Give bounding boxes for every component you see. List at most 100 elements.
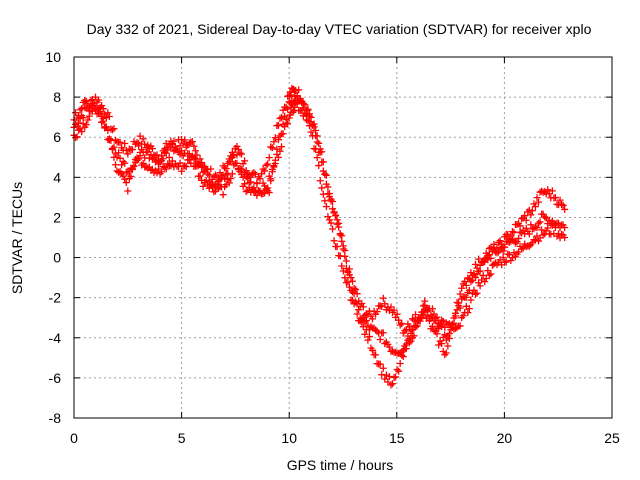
data-point — [278, 143, 286, 151]
data-point — [364, 311, 372, 319]
data-point — [395, 316, 403, 324]
data-point — [98, 118, 106, 126]
data-point — [544, 186, 552, 194]
data-point — [341, 252, 349, 260]
data-point — [122, 179, 130, 187]
data-point — [95, 96, 103, 104]
data-point — [551, 223, 559, 231]
data-point — [281, 112, 289, 120]
data-point — [439, 347, 447, 355]
data-point — [159, 155, 167, 163]
data-point — [261, 167, 269, 175]
data-point — [438, 340, 446, 348]
data-point — [536, 234, 544, 242]
data-point — [98, 102, 106, 110]
data-point — [388, 380, 396, 388]
data-point — [135, 142, 143, 150]
data-point — [362, 326, 370, 334]
data-point — [392, 373, 400, 381]
data-point — [225, 179, 233, 187]
data-point — [349, 277, 357, 285]
data-point — [113, 167, 121, 175]
data-point — [205, 184, 213, 192]
data-point — [341, 274, 349, 282]
data-point — [162, 149, 170, 157]
data-point — [447, 324, 455, 332]
data-point — [199, 182, 207, 190]
data-point — [110, 143, 118, 151]
data-point — [304, 106, 312, 114]
data-point — [561, 205, 569, 213]
data-point — [133, 138, 141, 146]
data-point — [487, 270, 495, 278]
data-point — [427, 311, 435, 319]
data-point — [342, 265, 350, 273]
data-point — [558, 200, 566, 208]
data-point — [238, 170, 246, 178]
data-point — [329, 197, 337, 205]
data-point — [535, 219, 543, 227]
data-point — [148, 145, 156, 153]
data-point — [468, 272, 476, 280]
data-point — [369, 346, 377, 354]
data-point — [133, 154, 141, 162]
data-point — [402, 340, 410, 348]
data-point — [385, 373, 393, 381]
data-point — [499, 254, 507, 262]
data-point — [313, 138, 321, 146]
data-point — [110, 125, 118, 133]
data-point — [445, 334, 453, 342]
data-point — [407, 329, 415, 337]
data-point — [285, 114, 293, 122]
data-point — [102, 114, 110, 122]
data-point — [121, 175, 129, 183]
data-point — [222, 165, 230, 173]
data-point — [279, 120, 287, 128]
data-point — [178, 167, 186, 175]
data-point — [165, 153, 173, 161]
data-point — [173, 145, 181, 153]
data-point — [259, 165, 267, 173]
data-point — [119, 172, 127, 180]
data-point — [93, 104, 101, 112]
data-point — [216, 176, 224, 184]
y-tick-label: -8 — [49, 410, 62, 426]
data-point — [210, 188, 218, 196]
data-point — [561, 223, 569, 231]
data-point — [144, 141, 152, 149]
data-point — [188, 138, 196, 146]
data-point — [251, 188, 259, 196]
data-point — [515, 234, 523, 242]
data-point — [295, 86, 303, 94]
data-point — [309, 121, 317, 129]
data-point — [259, 190, 267, 198]
x-tick-label: 15 — [389, 430, 405, 446]
data-point — [273, 145, 281, 153]
data-point — [462, 281, 470, 289]
data-point — [73, 133, 81, 141]
data-point — [241, 157, 249, 165]
data-point — [107, 136, 115, 144]
data-point — [147, 151, 155, 159]
data-point — [510, 249, 518, 257]
data-point — [274, 136, 282, 144]
data-point — [205, 177, 213, 185]
data-point — [318, 184, 326, 192]
data-point — [219, 191, 227, 199]
data-point — [379, 364, 387, 372]
data-point — [490, 240, 498, 248]
data-point — [379, 329, 387, 337]
data-point — [99, 115, 107, 123]
data-point — [227, 158, 235, 166]
data-point — [330, 237, 338, 245]
data-point — [385, 343, 393, 351]
data-point — [121, 140, 129, 148]
data-point — [182, 163, 190, 171]
data-point — [396, 321, 404, 329]
data-point — [513, 220, 521, 228]
data-point — [165, 161, 173, 169]
data-point — [555, 219, 563, 227]
data-point — [416, 315, 424, 323]
data-point — [185, 139, 193, 147]
